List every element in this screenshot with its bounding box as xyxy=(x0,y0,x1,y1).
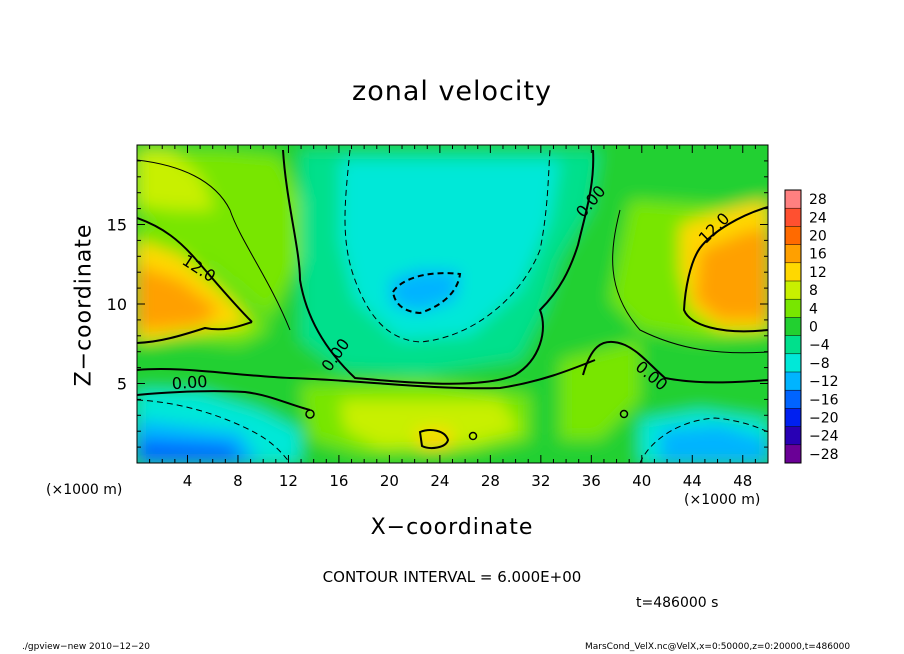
colorbar-swatch xyxy=(785,353,801,372)
x-tick-label: 20 xyxy=(380,472,399,490)
colorbar-swatch xyxy=(785,190,801,209)
y-tick-label: 10 xyxy=(107,295,127,314)
colorbar-swatch xyxy=(785,262,801,281)
colorbar-label: 28 xyxy=(809,192,827,208)
colorbar-swatch xyxy=(785,317,801,336)
colorbar-label: 4 xyxy=(809,301,818,317)
y-axis-unit: (×1000 m) xyxy=(46,482,123,498)
contour-line xyxy=(137,321,253,344)
colorbar-swatch xyxy=(785,208,801,227)
colorbar-swatch xyxy=(785,390,801,409)
contour-line xyxy=(682,206,768,333)
y-axis-label: Z−coordinate xyxy=(71,223,97,387)
colorbar-swatch xyxy=(785,226,801,245)
x-axis-unit: (×1000 m) xyxy=(684,492,761,508)
time-label: t=486000 s xyxy=(636,595,719,611)
contour-line xyxy=(344,149,551,343)
contour-line xyxy=(391,272,462,315)
colorbar-label: −24 xyxy=(809,429,839,445)
contour-line xyxy=(468,431,478,441)
contour-line xyxy=(137,390,311,411)
contour-line xyxy=(582,340,768,384)
colorbar-label: −8 xyxy=(809,356,830,372)
colorbar-label: −28 xyxy=(809,447,839,463)
contour-line xyxy=(305,409,315,419)
x-tick-label: 28 xyxy=(481,472,500,490)
colorbar-label: −12 xyxy=(809,374,839,390)
x-tick-label: 40 xyxy=(632,472,651,490)
colorbar-swatch xyxy=(785,335,801,354)
colorbar-label: −4 xyxy=(809,338,830,354)
colorbar-swatch xyxy=(785,426,801,445)
colorbar-label: 24 xyxy=(809,210,827,226)
contour-line xyxy=(137,217,253,323)
x-axis-label: X−coordinate xyxy=(370,515,534,540)
contour-line xyxy=(619,409,629,419)
colorbar-swatch xyxy=(785,281,801,300)
colorbar-label: 0 xyxy=(809,320,818,336)
velocity-field xyxy=(137,145,768,463)
colorbar-label: 16 xyxy=(809,247,827,263)
colorbar-label: 8 xyxy=(809,283,818,299)
colorbar-swatch xyxy=(785,408,801,427)
footer-source: MarsCond_VelX.nc@VelX,x=0:50000,z=0:2000… xyxy=(585,642,851,652)
x-tick-label: 48 xyxy=(733,472,752,490)
x-tick-label: 12 xyxy=(279,472,298,490)
y-tick-label: 5 xyxy=(117,375,127,394)
colorbar-swatch xyxy=(785,444,801,463)
contour-line xyxy=(137,399,291,463)
contour-interval-label: CONTOUR INTERVAL = 6.000E+00 xyxy=(322,568,582,586)
contour-line xyxy=(612,209,768,354)
colorbar-swatch xyxy=(785,244,801,263)
x-tick-label: 36 xyxy=(582,472,601,490)
colorbar-label: −20 xyxy=(809,411,839,427)
contour-line xyxy=(639,417,768,463)
contour-line xyxy=(137,159,291,331)
x-tick-label: 24 xyxy=(430,472,449,490)
contour-line xyxy=(137,359,596,390)
x-tick-label: 44 xyxy=(683,472,702,490)
contour-line xyxy=(418,429,450,449)
x-tick-label: 8 xyxy=(233,472,243,490)
chart-title: zonal velocity xyxy=(352,76,552,107)
colorbar-swatch xyxy=(785,299,801,318)
contour-label: 0.00 xyxy=(171,372,208,393)
colorbar-label: 20 xyxy=(809,229,827,245)
colorbar-label: 12 xyxy=(809,265,827,281)
x-tick-label: 4 xyxy=(183,472,193,490)
colorbar-label: −16 xyxy=(809,392,839,408)
y-tick-label: 15 xyxy=(107,216,127,235)
contour-line xyxy=(282,149,595,385)
footer-command: ./gpview−new 2010−12−20 xyxy=(22,642,150,652)
x-tick-label: 32 xyxy=(531,472,550,490)
colorbar-swatch xyxy=(785,372,801,391)
x-tick-label: 16 xyxy=(329,472,348,490)
